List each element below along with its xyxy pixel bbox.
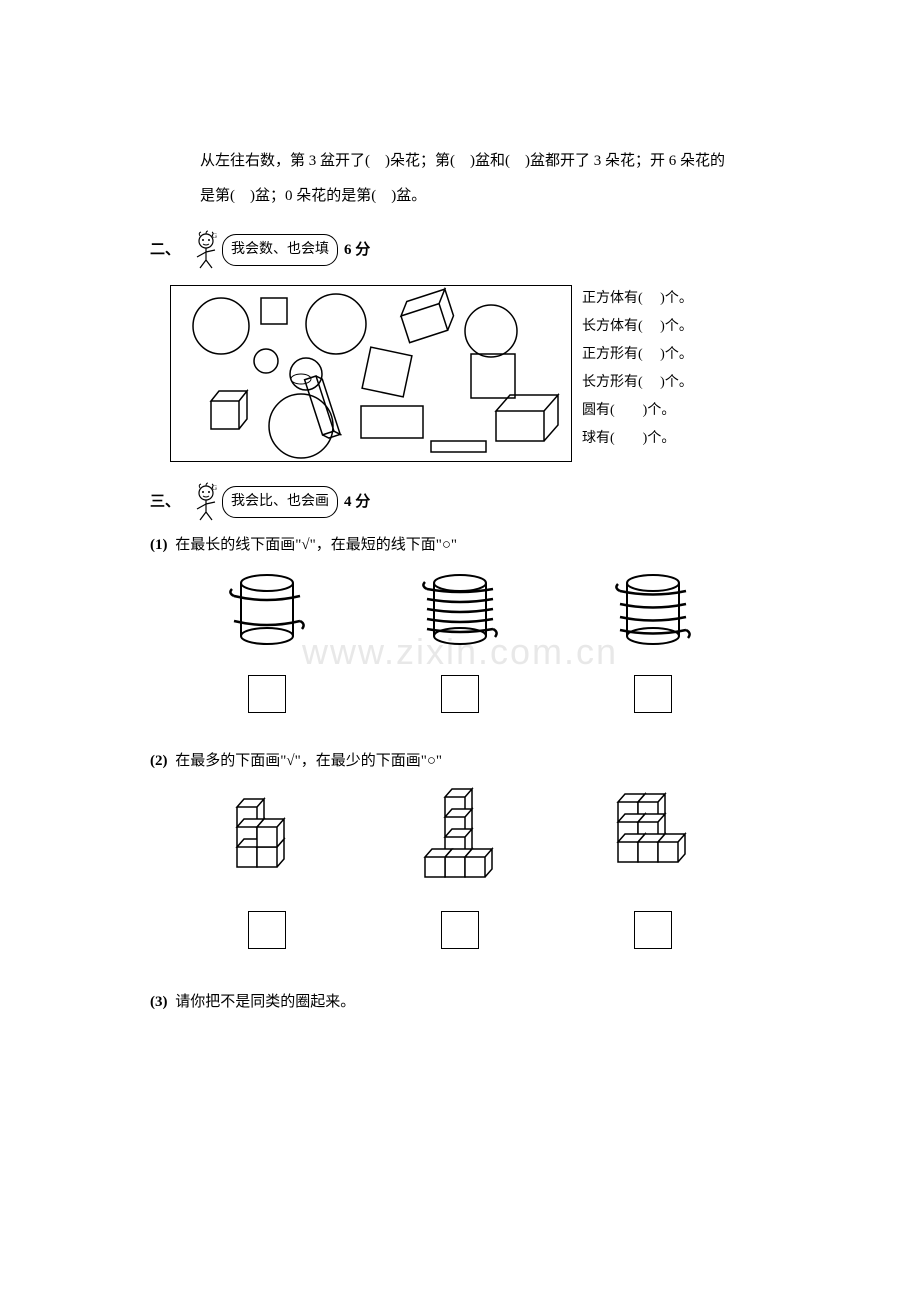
- shapes-box: [170, 285, 572, 462]
- cartoon-boy-icon: G: [186, 482, 226, 522]
- intro-text-6: )盆；0 朵花的是第(: [250, 188, 376, 204]
- section2-bubble: 我会数、也会填: [222, 234, 338, 265]
- answer-box-2c[interactable]: [634, 911, 672, 949]
- cubestack-2: [415, 787, 505, 959]
- cubestack-1: [222, 787, 312, 959]
- cylinder-1: [222, 571, 312, 723]
- answer-box-1b[interactable]: [441, 675, 479, 713]
- intro-line1: 从左往右数，第 3 盆开了( )朵花；第( )盆和( )盆都开了 3 朵花；开 …: [150, 148, 770, 175]
- answer-box-1c[interactable]: [634, 675, 672, 713]
- svg-text:G: G: [212, 232, 217, 240]
- cylinder-2: [415, 571, 505, 723]
- label-rectangle: 长方形有( )个。: [582, 369, 693, 397]
- label-cuboid: 长方体有( )个。: [582, 313, 693, 341]
- section3-bubble-container: G 我会比、也会画: [186, 482, 338, 522]
- section2-points: 6 分: [344, 237, 370, 264]
- q1: (1) 在最长的线下面画"√"，在最短的线下面"○": [150, 532, 770, 559]
- label-sphere: 球有( )个。: [582, 425, 693, 453]
- section3-bubble: 我会比、也会画: [222, 486, 338, 517]
- label-circle: 圆有( )个。: [582, 397, 693, 425]
- intro-text-1: 从左往右数，第 3 盆开了(: [200, 153, 370, 169]
- q3: (3) 请你把不是同类的圈起来。: [150, 989, 770, 1016]
- answer-box-2b[interactable]: [441, 911, 479, 949]
- label-square: 正方形有( )个。: [582, 341, 693, 369]
- label-cube: 正方体有( )个。: [582, 285, 693, 313]
- section2-bubble-container: G 我会数、也会填: [186, 230, 338, 270]
- page-content: 从左往右数，第 3 盆开了( )朵花；第( )盆和( )盆都开了 3 朵花；开 …: [150, 148, 770, 1016]
- intro-text-4: )盆都开了 3 朵花；开 6 朵花的: [525, 153, 725, 169]
- section2-header: 二、 G 我会数、也会填 6 分: [150, 230, 770, 270]
- intro-text-7: )盆。: [391, 188, 426, 204]
- section3-points: 4 分: [344, 489, 370, 516]
- section3-header: 三、 G 我会比、也会画 4 分: [150, 482, 770, 522]
- q2: (2) 在最多的下面画"√"，在最少的下面画"○": [150, 748, 770, 775]
- section2-content: 正方体有( )个。 长方体有( )个。 正方形有( )个。 长方形有( )个。 …: [150, 285, 770, 462]
- section3-num: 三、: [150, 489, 180, 516]
- q1-text: 在最长的线下面画"√"，在最短的线下面"○": [175, 537, 457, 553]
- section2-num: 二、: [150, 237, 180, 264]
- q1-items: [170, 571, 750, 723]
- q1-label: (1): [150, 537, 168, 553]
- intro-line2: 是第( )盆；0 朵花的是第( )盆。: [150, 183, 770, 210]
- intro-text-5: 是第(: [200, 188, 235, 204]
- cubestack-3: [608, 787, 698, 959]
- q3-text: 请你把不是同类的圈起来。: [175, 994, 355, 1010]
- q2-text: 在最多的下面画"√"，在最少的下面画"○": [175, 753, 442, 769]
- shapes-labels: 正方体有( )个。 长方体有( )个。 正方形有( )个。 长方形有( )个。 …: [582, 285, 693, 453]
- intro-text-2: )朵花；第(: [385, 153, 455, 169]
- svg-text:G: G: [212, 484, 217, 492]
- cartoon-boy-icon: G: [186, 230, 226, 270]
- answer-box-2a[interactable]: [248, 911, 286, 949]
- answer-box-1a[interactable]: [248, 675, 286, 713]
- q2-items: [170, 787, 750, 959]
- cylinder-3: [608, 571, 698, 723]
- q3-label: (3): [150, 994, 168, 1010]
- intro-text-3: )盆和(: [470, 153, 510, 169]
- q2-label: (2): [150, 753, 168, 769]
